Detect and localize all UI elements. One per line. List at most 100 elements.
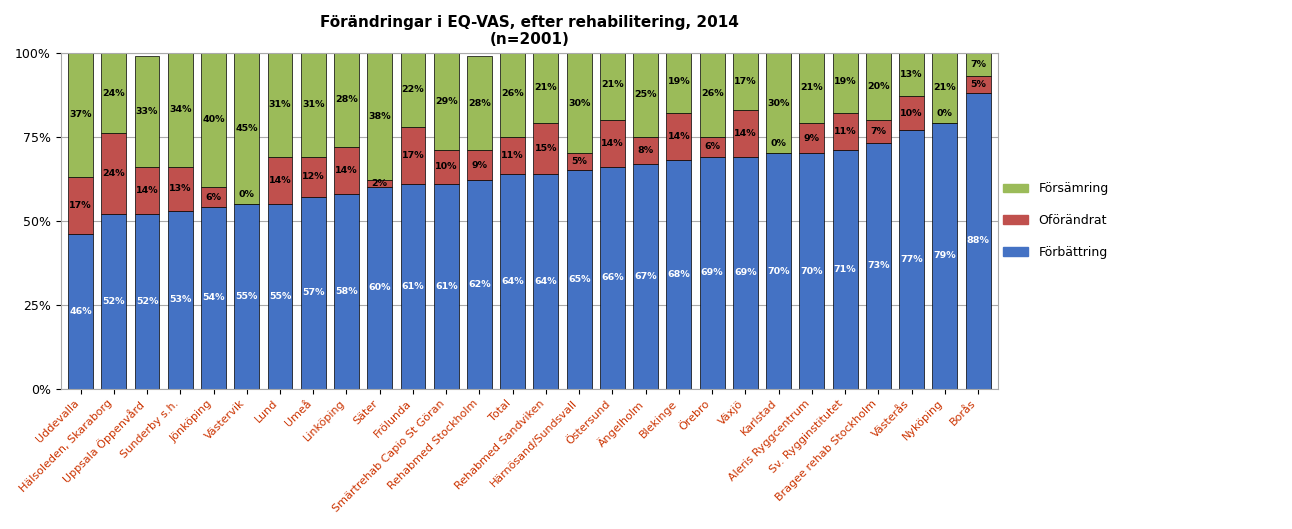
- Text: 14%: 14%: [734, 129, 757, 138]
- Bar: [134, 167, 159, 214]
- Bar: [899, 53, 924, 96]
- Bar: [301, 157, 326, 197]
- Bar: [866, 143, 890, 389]
- Text: 40%: 40%: [203, 115, 225, 124]
- Text: 31%: 31%: [269, 101, 291, 110]
- Text: 66%: 66%: [601, 273, 624, 282]
- Bar: [832, 113, 858, 150]
- Text: 24%: 24%: [102, 88, 125, 97]
- Text: 67%: 67%: [634, 271, 656, 280]
- Text: 11%: 11%: [501, 151, 525, 160]
- Text: 68%: 68%: [668, 270, 690, 279]
- Bar: [234, 204, 260, 389]
- Text: 14%: 14%: [335, 166, 358, 175]
- Text: 0%: 0%: [771, 140, 787, 149]
- Text: 15%: 15%: [535, 144, 557, 153]
- Text: 9%: 9%: [804, 134, 820, 143]
- Bar: [965, 76, 991, 93]
- Text: 19%: 19%: [668, 77, 690, 86]
- Text: 22%: 22%: [402, 85, 424, 94]
- Legend: Försämring, Oförändrat, Förbättring: Försämring, Oförändrat, Förbättring: [999, 177, 1114, 264]
- Bar: [466, 56, 492, 150]
- Text: 88%: 88%: [966, 236, 990, 245]
- Bar: [800, 153, 824, 389]
- Text: 34%: 34%: [169, 105, 191, 114]
- Text: 61%: 61%: [402, 281, 424, 290]
- Text: 54%: 54%: [203, 294, 225, 303]
- Bar: [899, 96, 924, 130]
- Bar: [800, 53, 824, 123]
- Bar: [633, 53, 658, 136]
- Text: 71%: 71%: [833, 265, 857, 274]
- Text: 13%: 13%: [169, 184, 191, 193]
- Text: 2%: 2%: [372, 179, 388, 188]
- Text: 58%: 58%: [335, 287, 358, 296]
- Text: 17%: 17%: [70, 201, 92, 210]
- Bar: [134, 214, 159, 389]
- Text: 29%: 29%: [435, 97, 457, 106]
- Bar: [599, 49, 625, 120]
- Text: 28%: 28%: [468, 98, 491, 107]
- Bar: [335, 194, 359, 389]
- Bar: [667, 49, 691, 113]
- Text: 33%: 33%: [136, 107, 158, 116]
- Bar: [434, 184, 459, 389]
- Bar: [700, 157, 725, 389]
- Bar: [367, 180, 393, 187]
- Text: 62%: 62%: [468, 280, 491, 289]
- Bar: [101, 133, 127, 214]
- Bar: [965, 93, 991, 389]
- Bar: [500, 49, 525, 136]
- Bar: [667, 113, 691, 160]
- Bar: [599, 120, 625, 167]
- Bar: [68, 53, 93, 177]
- Bar: [800, 123, 824, 153]
- Bar: [267, 204, 292, 389]
- Bar: [202, 53, 226, 187]
- Text: 28%: 28%: [335, 95, 358, 104]
- Text: 21%: 21%: [934, 84, 956, 93]
- Text: 0%: 0%: [239, 190, 255, 199]
- Bar: [68, 177, 93, 234]
- Text: 70%: 70%: [767, 267, 789, 276]
- Text: 65%: 65%: [568, 275, 590, 284]
- Bar: [335, 53, 359, 147]
- Bar: [301, 197, 326, 389]
- Text: 30%: 30%: [767, 98, 789, 107]
- Bar: [866, 120, 890, 143]
- Bar: [367, 187, 393, 389]
- Bar: [633, 136, 658, 163]
- Text: 21%: 21%: [801, 84, 823, 93]
- Bar: [267, 157, 292, 204]
- Text: 10%: 10%: [435, 162, 457, 171]
- Text: 52%: 52%: [102, 297, 125, 306]
- Bar: [401, 126, 425, 184]
- Bar: [401, 184, 425, 389]
- Bar: [766, 153, 791, 389]
- Bar: [832, 150, 858, 389]
- Text: 79%: 79%: [934, 251, 956, 260]
- Text: 14%: 14%: [269, 176, 291, 185]
- Bar: [466, 180, 492, 389]
- Text: 7%: 7%: [970, 60, 986, 69]
- Text: 61%: 61%: [435, 281, 457, 290]
- Bar: [234, 53, 260, 204]
- Text: 24%: 24%: [102, 169, 125, 178]
- Text: 6%: 6%: [205, 193, 221, 202]
- Title: Förändringar i EQ-VAS, efter rehabilitering, 2014
(n=2001): Förändringar i EQ-VAS, efter rehabiliter…: [320, 15, 739, 48]
- Text: 21%: 21%: [535, 84, 557, 93]
- Text: 21%: 21%: [601, 80, 624, 89]
- Bar: [168, 53, 193, 167]
- Bar: [401, 53, 425, 126]
- Text: 9%: 9%: [472, 161, 487, 170]
- Text: 53%: 53%: [169, 295, 191, 304]
- Text: 69%: 69%: [700, 268, 724, 277]
- Bar: [168, 167, 193, 211]
- Bar: [434, 53, 459, 150]
- Bar: [567, 170, 592, 389]
- Text: 6%: 6%: [704, 142, 720, 151]
- Text: 70%: 70%: [801, 267, 823, 276]
- Bar: [267, 53, 292, 157]
- Text: 31%: 31%: [302, 101, 324, 110]
- Text: 20%: 20%: [867, 82, 890, 91]
